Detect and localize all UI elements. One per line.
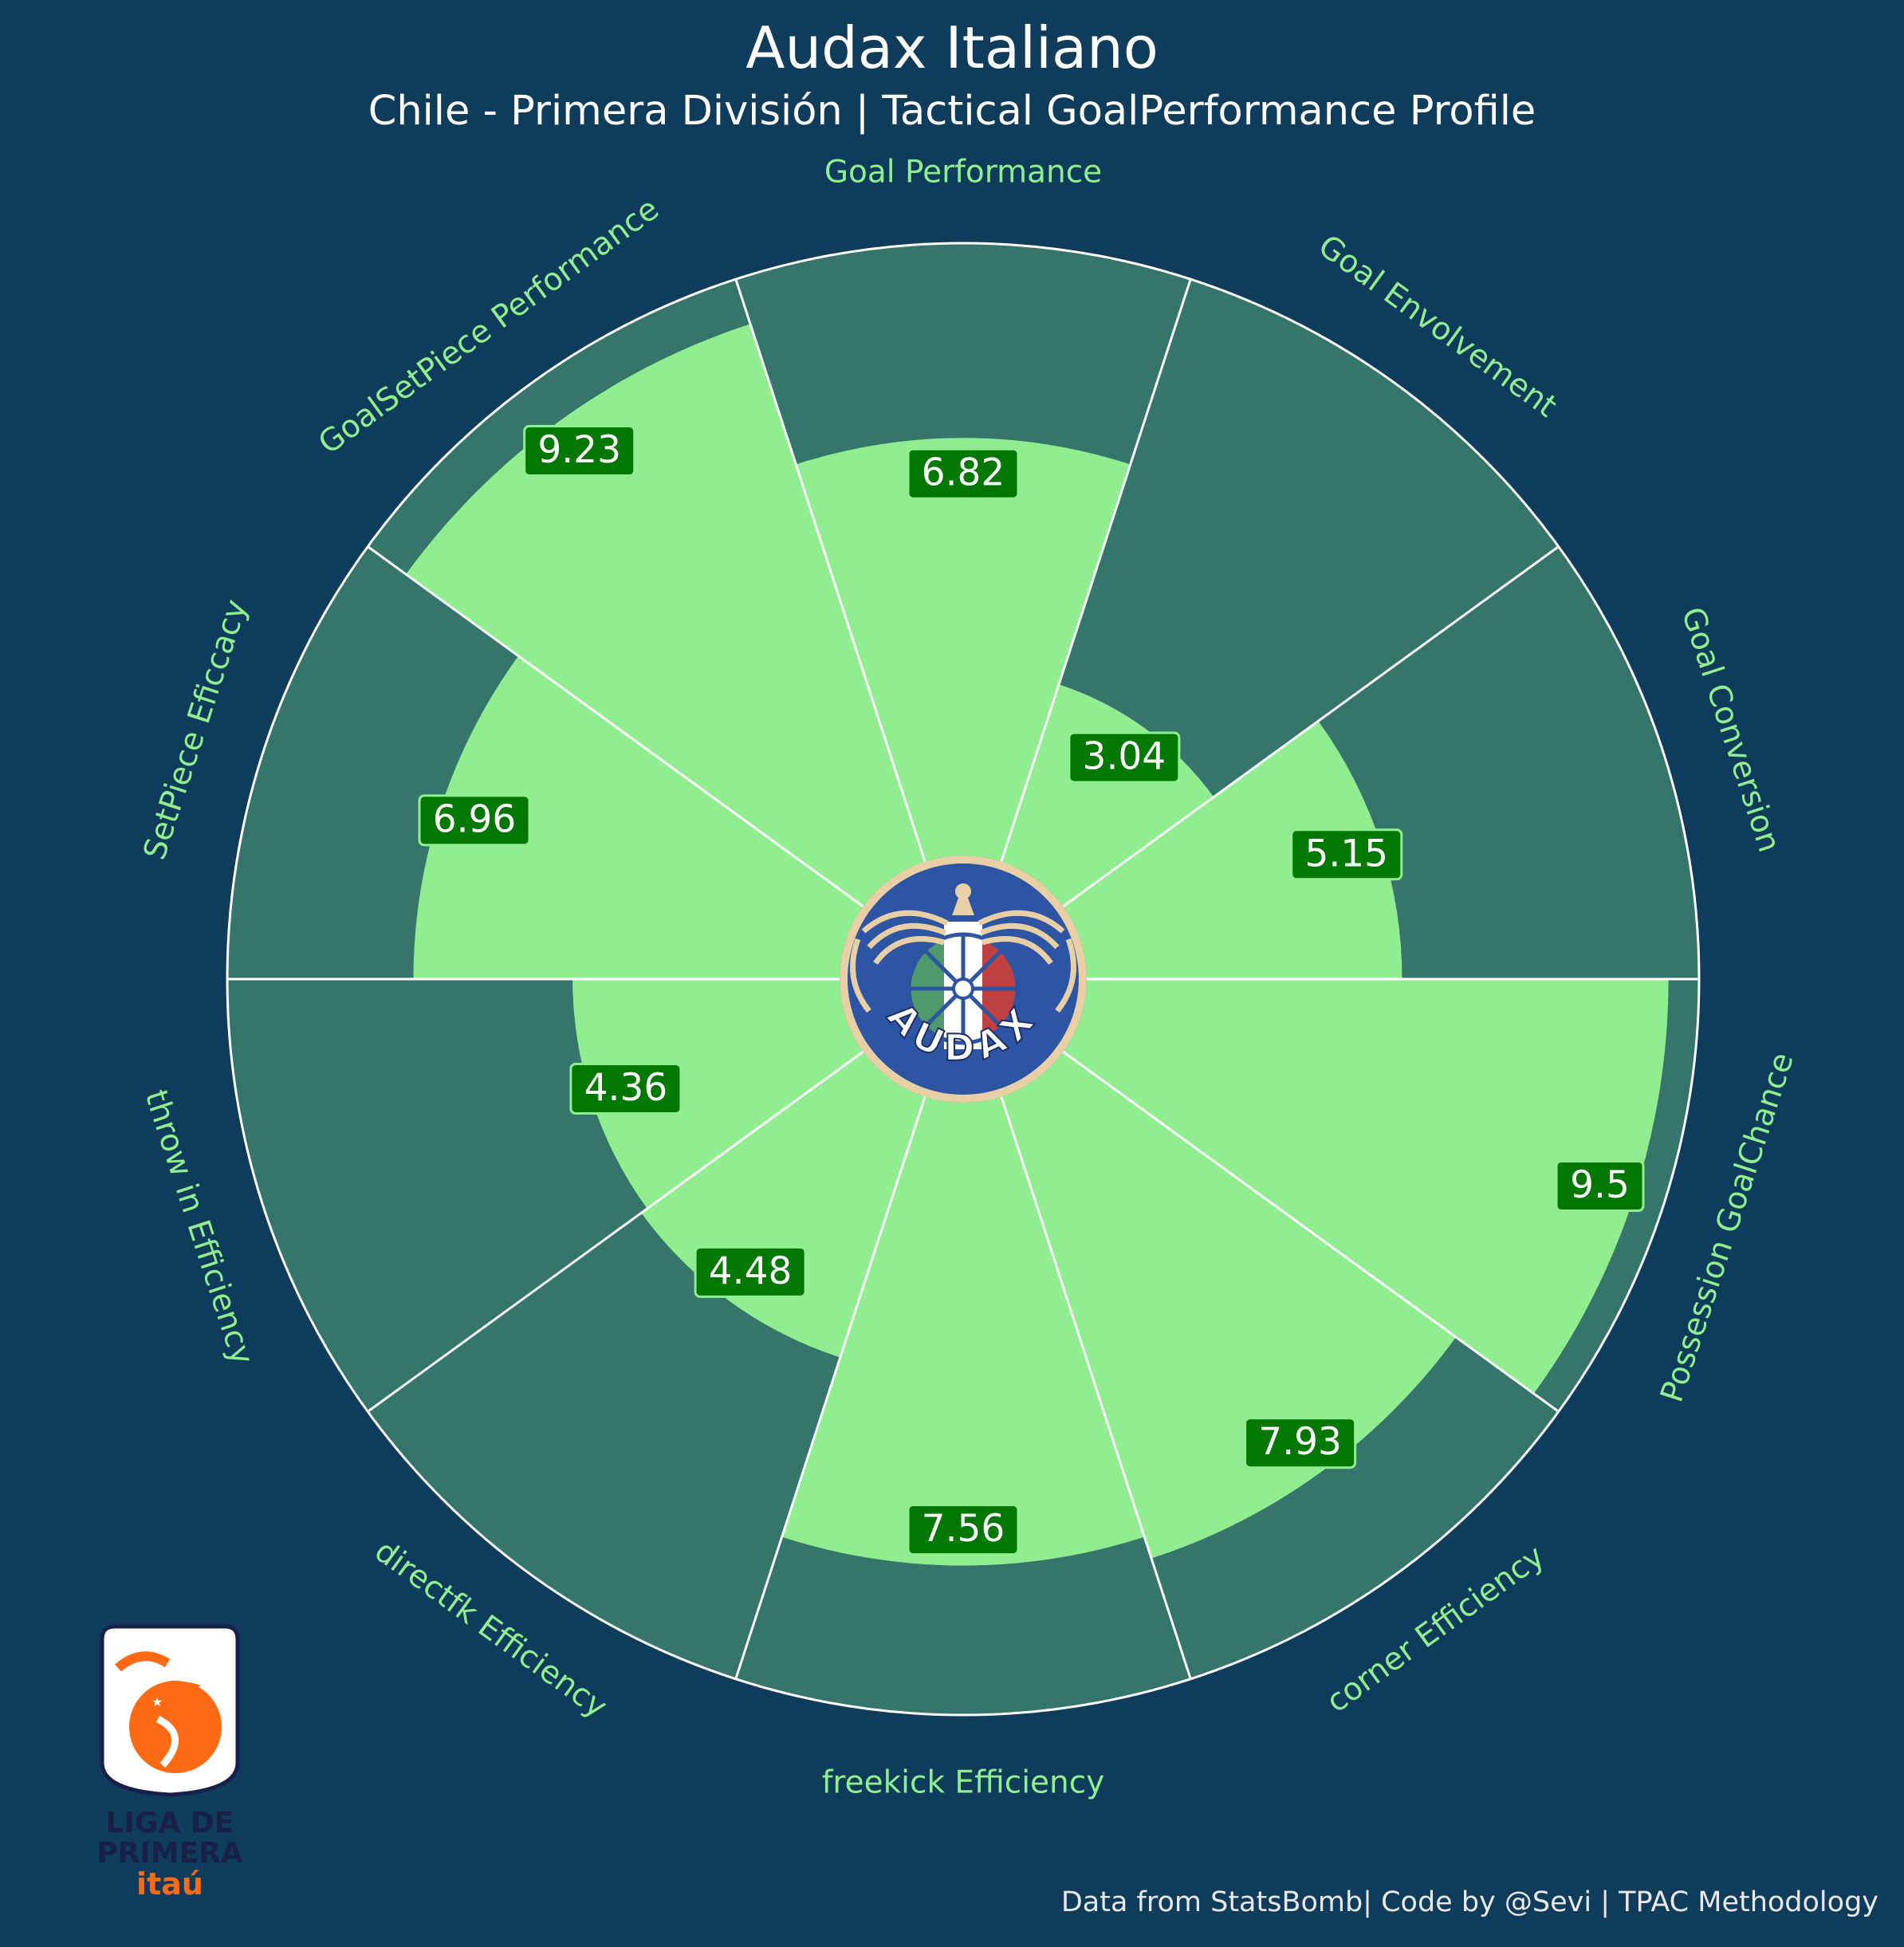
league-logo: ★ LIGA DE PRIMERA itaú <box>96 1624 243 1902</box>
value-label-box <box>1555 1159 1645 1212</box>
value-label-box <box>907 447 1020 500</box>
value-label-box <box>1290 828 1403 881</box>
slice-bar <box>413 655 863 979</box>
league-logo-line1: LIGA DE <box>106 1807 234 1839</box>
value-label-box <box>907 1504 1020 1556</box>
category-label: Goal Performance <box>824 155 1102 191</box>
slice-bar <box>572 979 863 1209</box>
value-label: 4.36 <box>584 1066 668 1110</box>
chart-title: Audax Italiano <box>745 14 1159 81</box>
slice-bar <box>781 1096 1145 1566</box>
slice-divider <box>734 278 926 863</box>
data-credit: Data from StatsBomb| Code by @Sevi | TPA… <box>1060 1886 1878 1918</box>
dividers-layer <box>226 242 1701 1717</box>
value-label-box <box>1068 731 1181 784</box>
value-label: 3.04 <box>1083 735 1166 779</box>
team-badge-logo: AUDAX <box>840 856 1087 1103</box>
value-label: 9.23 <box>537 428 621 472</box>
category-label: Goal Conversion <box>1674 603 1788 856</box>
svg-text:★: ★ <box>151 1694 163 1709</box>
slice-bar <box>1001 684 1214 907</box>
value-label: 7.93 <box>1258 1420 1342 1464</box>
value-labels-layer: 6.82 3.04 5.15 9.5 7.93 7.56 4.48 4.36 6.96 9.23 <box>418 425 1645 1556</box>
slice-bar <box>796 438 1131 862</box>
value-label: 7.56 <box>922 1507 1005 1551</box>
league-logo-line2: PRIMERA <box>96 1837 243 1870</box>
slice-divider <box>1000 1095 1192 1680</box>
value-label-box <box>523 425 636 478</box>
value-label: 6.82 <box>922 451 1005 495</box>
slice-divider <box>367 545 864 908</box>
outer-ring <box>226 242 1701 1717</box>
slice-divider <box>1000 278 1192 863</box>
chart-subtitle: Chile - Primera División | Tactical Goal… <box>368 88 1536 135</box>
value-label: 9.5 <box>1570 1163 1630 1207</box>
slice-bar <box>1063 721 1402 979</box>
value-label: 4.48 <box>709 1249 793 1293</box>
slice-bar <box>1063 979 1669 1394</box>
slice-divider <box>1062 545 1560 908</box>
slice-divider <box>1062 1050 1560 1413</box>
league-logo-line3: itaú <box>136 1866 203 1902</box>
phoenix-icon: ★ <box>115 1651 222 1773</box>
value-label-box <box>1244 1417 1357 1469</box>
slice-divider <box>367 1050 864 1413</box>
value-label: 5.15 <box>1304 832 1388 875</box>
value-label-box <box>694 1245 807 1298</box>
slice-divider <box>734 1095 926 1680</box>
category-label: SetPiece Eficcacy <box>137 596 255 864</box>
value-label: 6.96 <box>433 797 517 841</box>
value-label-box <box>418 794 531 847</box>
category-label: freekick Efficiency <box>822 1765 1105 1801</box>
value-label-box <box>569 1062 683 1115</box>
